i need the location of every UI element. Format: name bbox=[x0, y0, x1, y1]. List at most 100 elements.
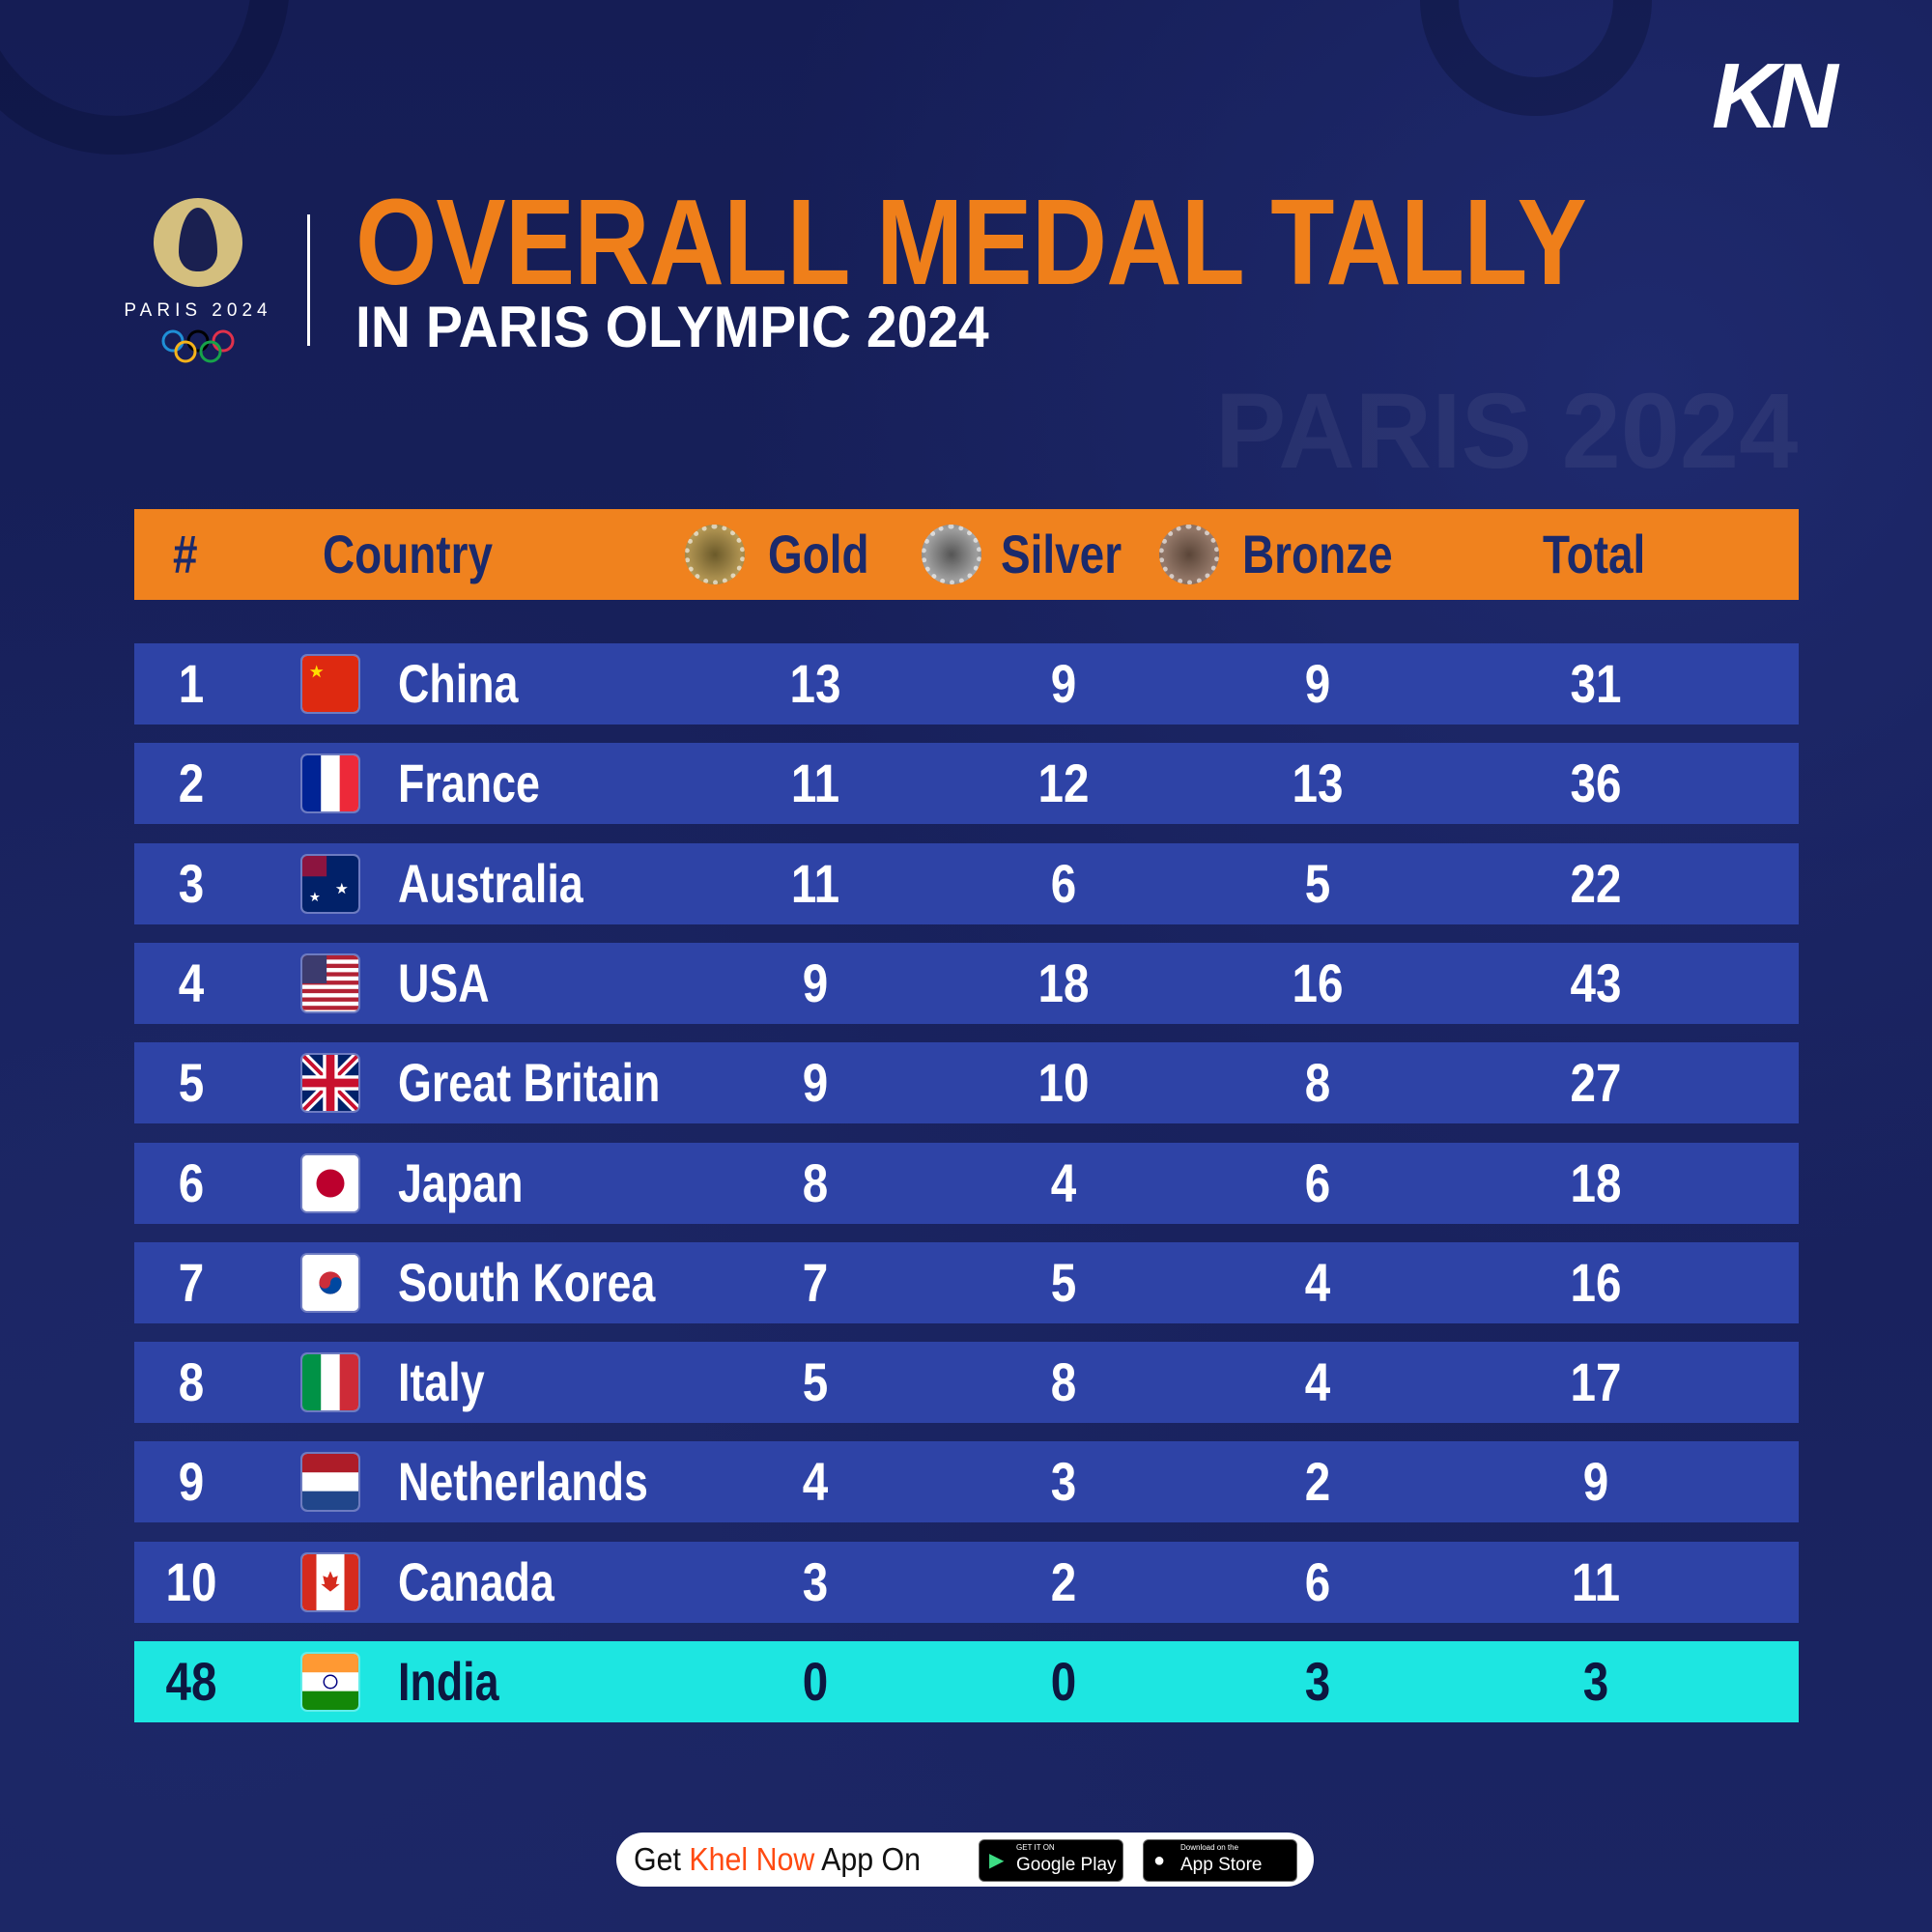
country-cell: Australia bbox=[398, 852, 583, 914]
app-store-button[interactable]: ● Download on the App Store bbox=[1143, 1839, 1297, 1882]
svg-text:★: ★ bbox=[336, 881, 349, 895]
bronze-cell: 13 bbox=[1292, 753, 1344, 814]
table-row: 9 4 3 2 9 Netherlands bbox=[134, 1441, 1799, 1523]
gold-cell: 11 bbox=[790, 852, 840, 914]
country-cell: China bbox=[398, 653, 519, 714]
silver-cell: 3 bbox=[1050, 1451, 1077, 1513]
google-play-button[interactable]: ▶ GET IT ON Google Play bbox=[979, 1839, 1123, 1882]
table-row: 3 11 6 5 22 ★ ★ Australia bbox=[134, 842, 1799, 924]
flag-in-icon bbox=[302, 1654, 358, 1710]
gold-cell: 8 bbox=[802, 1151, 829, 1213]
silver-medal-icon bbox=[922, 525, 981, 584]
header-rank: # bbox=[173, 524, 198, 584]
header-bronze: Bronze bbox=[1242, 524, 1393, 584]
rank-cell: 7 bbox=[178, 1251, 205, 1313]
silver-cell: 18 bbox=[1037, 952, 1090, 1013]
flag-ca-icon bbox=[302, 1553, 358, 1610]
bronze-cell: 6 bbox=[1304, 1550, 1331, 1612]
gold-cell: 5 bbox=[802, 1351, 829, 1413]
table-row: 1 13 9 9 31 ★ China bbox=[134, 643, 1799, 724]
svg-text:★: ★ bbox=[310, 891, 321, 903]
bronze-cell: 4 bbox=[1304, 1351, 1331, 1413]
logo-text: PARIS 2024 bbox=[124, 300, 272, 321]
total-cell: 31 bbox=[1570, 653, 1622, 714]
highlighted-table-row: 48 0 0 3 3 India bbox=[134, 1641, 1799, 1722]
rank-cell: 3 bbox=[178, 852, 205, 914]
table-header: # Country Gold Silver Bronze Total bbox=[134, 509, 1799, 600]
header-total: Total bbox=[1543, 524, 1646, 584]
rank-cell: 48 bbox=[165, 1651, 217, 1712]
rank-cell: 8 bbox=[178, 1351, 205, 1413]
gold-cell: 13 bbox=[789, 653, 841, 714]
total-cell: 3 bbox=[1582, 1651, 1609, 1712]
table-row: 7 7 5 4 16 South Korea bbox=[134, 1241, 1799, 1323]
rank-cell: 1 bbox=[178, 653, 205, 714]
page-subtitle: IN PARIS OLYMPIC 2024 bbox=[355, 295, 989, 359]
table-row: 10 3 2 6 11 Canada bbox=[134, 1541, 1799, 1623]
bronze-cell: 9 bbox=[1304, 653, 1331, 714]
total-cell: 36 bbox=[1570, 753, 1622, 814]
country-cell: Italy bbox=[398, 1351, 485, 1413]
page-title: OVERALL MEDAL TALLY bbox=[355, 174, 1587, 310]
bronze-medal-icon bbox=[1159, 525, 1219, 584]
country-cell: Japan bbox=[398, 1151, 524, 1213]
silver-cell: 8 bbox=[1050, 1351, 1077, 1413]
country-cell: USA bbox=[398, 952, 490, 1013]
google-play-icon: ▶ bbox=[989, 1850, 1005, 1871]
rank-cell: 2 bbox=[178, 753, 205, 814]
silver-cell: 5 bbox=[1050, 1251, 1077, 1313]
promo-text: Get Khel Now App On bbox=[634, 1841, 922, 1877]
flame-icon bbox=[154, 198, 242, 287]
apple-icon: ● bbox=[1153, 1850, 1166, 1871]
country-cell: South Korea bbox=[398, 1251, 656, 1313]
gold-medal-icon bbox=[685, 525, 745, 584]
header-country: Country bbox=[323, 524, 494, 584]
gold-cell: 7 bbox=[802, 1251, 829, 1313]
divider bbox=[307, 214, 310, 346]
table-row: 8 5 8 4 17 Italy bbox=[134, 1342, 1799, 1424]
bronze-cell: 5 bbox=[1304, 852, 1331, 914]
flag-it-icon bbox=[302, 1354, 358, 1411]
bronze-cell: 2 bbox=[1304, 1451, 1331, 1513]
gold-cell: 0 bbox=[802, 1651, 829, 1712]
total-cell: 18 bbox=[1570, 1151, 1622, 1213]
flag-au-icon: ★ ★ bbox=[302, 855, 358, 912]
paris-2024-logo: PARIS 2024 bbox=[121, 198, 275, 369]
bronze-cell: 4 bbox=[1304, 1251, 1331, 1313]
kn-logo: KN bbox=[1712, 44, 1838, 148]
rank-cell: 4 bbox=[178, 952, 205, 1013]
bronze-cell: 3 bbox=[1304, 1651, 1331, 1712]
apple-small-label: Download on the bbox=[1180, 1843, 1239, 1852]
rank-cell: 5 bbox=[178, 1052, 205, 1114]
flag-jp-icon bbox=[302, 1154, 358, 1211]
table-row: 2 11 12 13 36 France bbox=[134, 743, 1799, 825]
silver-cell: 6 bbox=[1050, 852, 1077, 914]
total-cell: 22 bbox=[1570, 852, 1622, 914]
bronze-cell: 16 bbox=[1292, 952, 1344, 1013]
flag-nl-icon bbox=[302, 1454, 358, 1511]
app-promo-banner: Get Khel Now App On ▶ GET IT ON Google P… bbox=[616, 1833, 1314, 1887]
total-cell: 9 bbox=[1582, 1451, 1609, 1513]
bronze-cell: 8 bbox=[1304, 1052, 1331, 1114]
bronze-cell: 6 bbox=[1304, 1151, 1331, 1213]
flag-fr-icon bbox=[302, 755, 358, 812]
flag-kr-icon bbox=[302, 1254, 358, 1311]
total-cell: 27 bbox=[1570, 1052, 1622, 1114]
total-cell: 17 bbox=[1570, 1351, 1622, 1413]
silver-cell: 0 bbox=[1050, 1651, 1077, 1712]
total-cell: 43 bbox=[1570, 952, 1622, 1013]
table-row: 6 8 4 6 18 Japan bbox=[134, 1142, 1799, 1224]
country-cell: India bbox=[398, 1651, 499, 1712]
total-cell: 16 bbox=[1570, 1251, 1622, 1313]
gold-cell: 4 bbox=[802, 1451, 829, 1513]
flag-gb-icon bbox=[302, 1055, 358, 1112]
table-row: 4 9 18 16 43 USA bbox=[134, 942, 1799, 1024]
country-cell: Great Britain bbox=[398, 1052, 661, 1114]
silver-cell: 10 bbox=[1037, 1052, 1090, 1114]
country-cell: Canada bbox=[398, 1550, 554, 1612]
header-silver: Silver bbox=[1001, 524, 1122, 584]
olympic-rings-icon bbox=[161, 329, 235, 363]
gold-cell: 11 bbox=[790, 753, 840, 814]
google-label: Google Play bbox=[1016, 1855, 1117, 1875]
google-small-label: GET IT ON bbox=[1016, 1843, 1055, 1852]
